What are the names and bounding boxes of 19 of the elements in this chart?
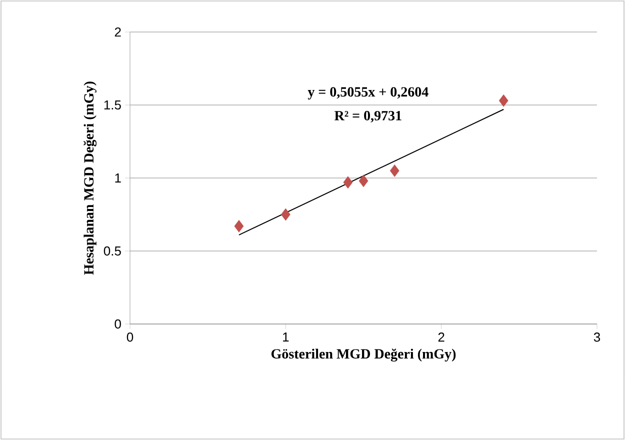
y-tick-label: 0.5 <box>104 246 121 256</box>
y-tick-label: 2 <box>114 27 121 37</box>
y-axis-title: Hesaplanan MGD Değeri (mGy) <box>84 82 97 275</box>
point <box>234 220 244 232</box>
y-tick-label: 1 <box>115 174 121 182</box>
x-tick-label: 1 <box>283 332 289 342</box>
annotation: R² = 0,9731 <box>334 110 402 122</box>
point <box>280 208 290 221</box>
point <box>498 94 508 107</box>
annotation: y = 0,5055x + 0,2604 <box>308 87 428 100</box>
x-axis-title: Gösterilen MGD Değeri (mGy) <box>271 348 456 362</box>
point <box>358 174 368 188</box>
y-tick-label: 1.5 <box>104 100 121 110</box>
point <box>343 176 353 189</box>
x-tick-label: 2 <box>438 332 444 342</box>
y-tick-label: 0 <box>114 319 121 329</box>
x-tick-label: 0 <box>126 332 134 342</box>
x-tick-label: 3 <box>594 332 600 342</box>
point <box>390 164 400 177</box>
